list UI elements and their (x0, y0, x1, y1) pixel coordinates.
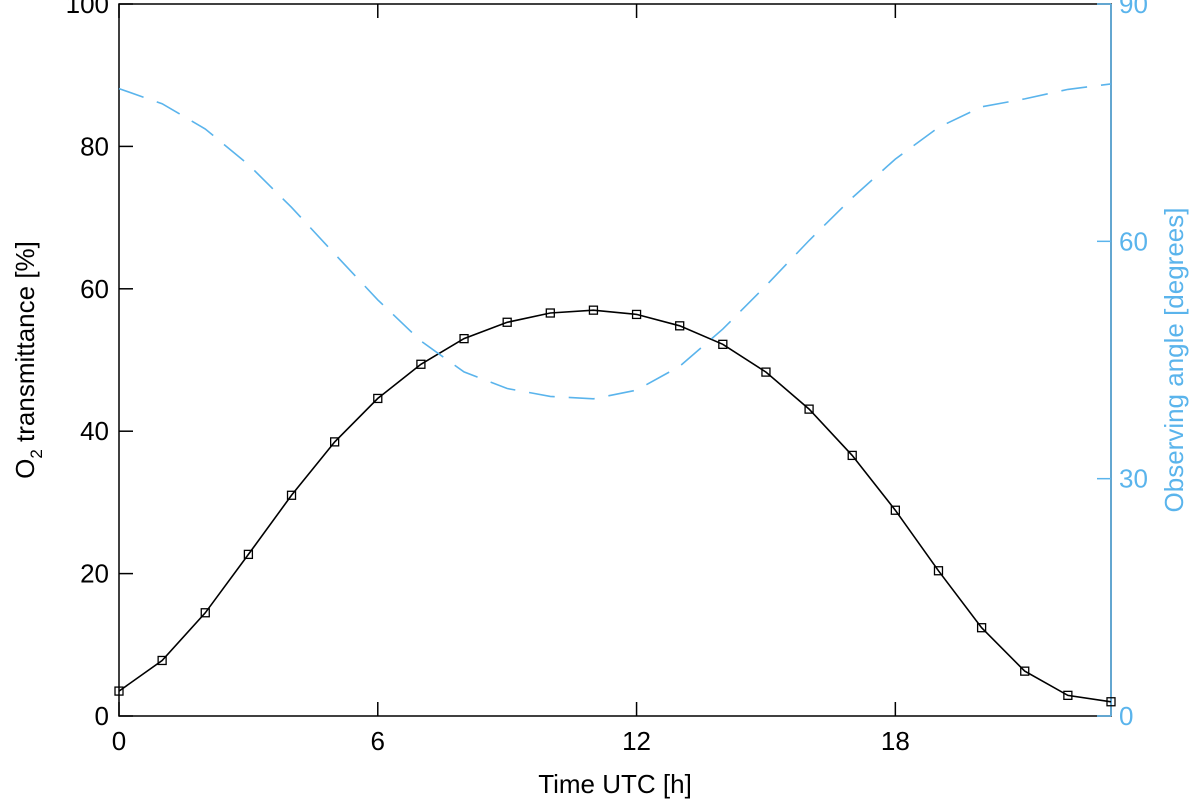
transmittance-marker (933, 566, 944, 576)
transmittance-marker (459, 333, 469, 344)
left-y-tick-label: 80 (80, 131, 109, 161)
transmittance-marker (1063, 690, 1073, 701)
right-y-axis-title: Observing angle [degrees] (1159, 208, 1189, 513)
left-y-tick-label: 20 (80, 559, 109, 589)
transmittance-marker (545, 308, 555, 318)
left-y-tick-label: 60 (80, 274, 109, 304)
transmittance-marker (761, 367, 771, 377)
transmittance-marker (200, 608, 210, 618)
right-y-tick-label: 60 (1119, 226, 1148, 256)
transmittance-marker (1020, 666, 1030, 676)
left-y-axis-title: O2 transmittance [%] (10, 241, 46, 479)
right-y-axis: 0 30 60 90 (1097, 0, 1148, 731)
right-y-tick-label: 0 (1119, 701, 1133, 731)
series-layer (114, 83, 1116, 707)
left-y-axis-title-suffix: transmittance [%] (10, 241, 40, 449)
transmittance-marker (330, 437, 340, 447)
left-y-tick-label: 0 (95, 701, 109, 731)
transmittance-marker (416, 359, 426, 369)
transmittance-marker (804, 404, 814, 414)
left-y-tick-label: 40 (80, 416, 109, 446)
transmittance-marker (588, 305, 599, 315)
x-axis-title: Time UTC [h] (538, 769, 692, 799)
transmittance-marker (718, 339, 728, 349)
transmittance-marker (286, 490, 297, 500)
x-tick-label: 6 (371, 726, 385, 756)
transmittance-marker (157, 655, 167, 666)
transmittance-marker (976, 623, 987, 633)
x-tick-label: 18 (881, 726, 910, 756)
transmittance-marker (847, 450, 857, 461)
right-y-tick-label: 30 (1119, 464, 1148, 494)
left-y-axis: 0 20 40 60 80 100 (66, 0, 133, 731)
transmittance-marker (890, 505, 900, 515)
transmittance-line (118, 309, 1112, 703)
observing-angle-line (118, 83, 1112, 400)
transmittance-marker (114, 686, 124, 696)
left-y-axis-title-prefix: O (10, 459, 40, 479)
transmittance-marker (373, 393, 383, 404)
transmittance-marker (631, 309, 642, 320)
right-y-tick-label: 90 (1119, 0, 1148, 19)
x-tick-label: 12 (622, 726, 651, 756)
left-y-axis-title-subscript: 2 (27, 449, 46, 458)
plot-frame (118, 3, 1112, 717)
transmittance-marker (502, 317, 512, 327)
x-tick-label: 0 (112, 726, 126, 756)
transmittance-marker (675, 321, 685, 331)
transmittance-marker (243, 549, 254, 560)
left-y-tick-label: 100 (66, 0, 109, 19)
x-axis: 0 6 12 18 (112, 4, 910, 756)
transmittance-marker (1106, 697, 1116, 707)
